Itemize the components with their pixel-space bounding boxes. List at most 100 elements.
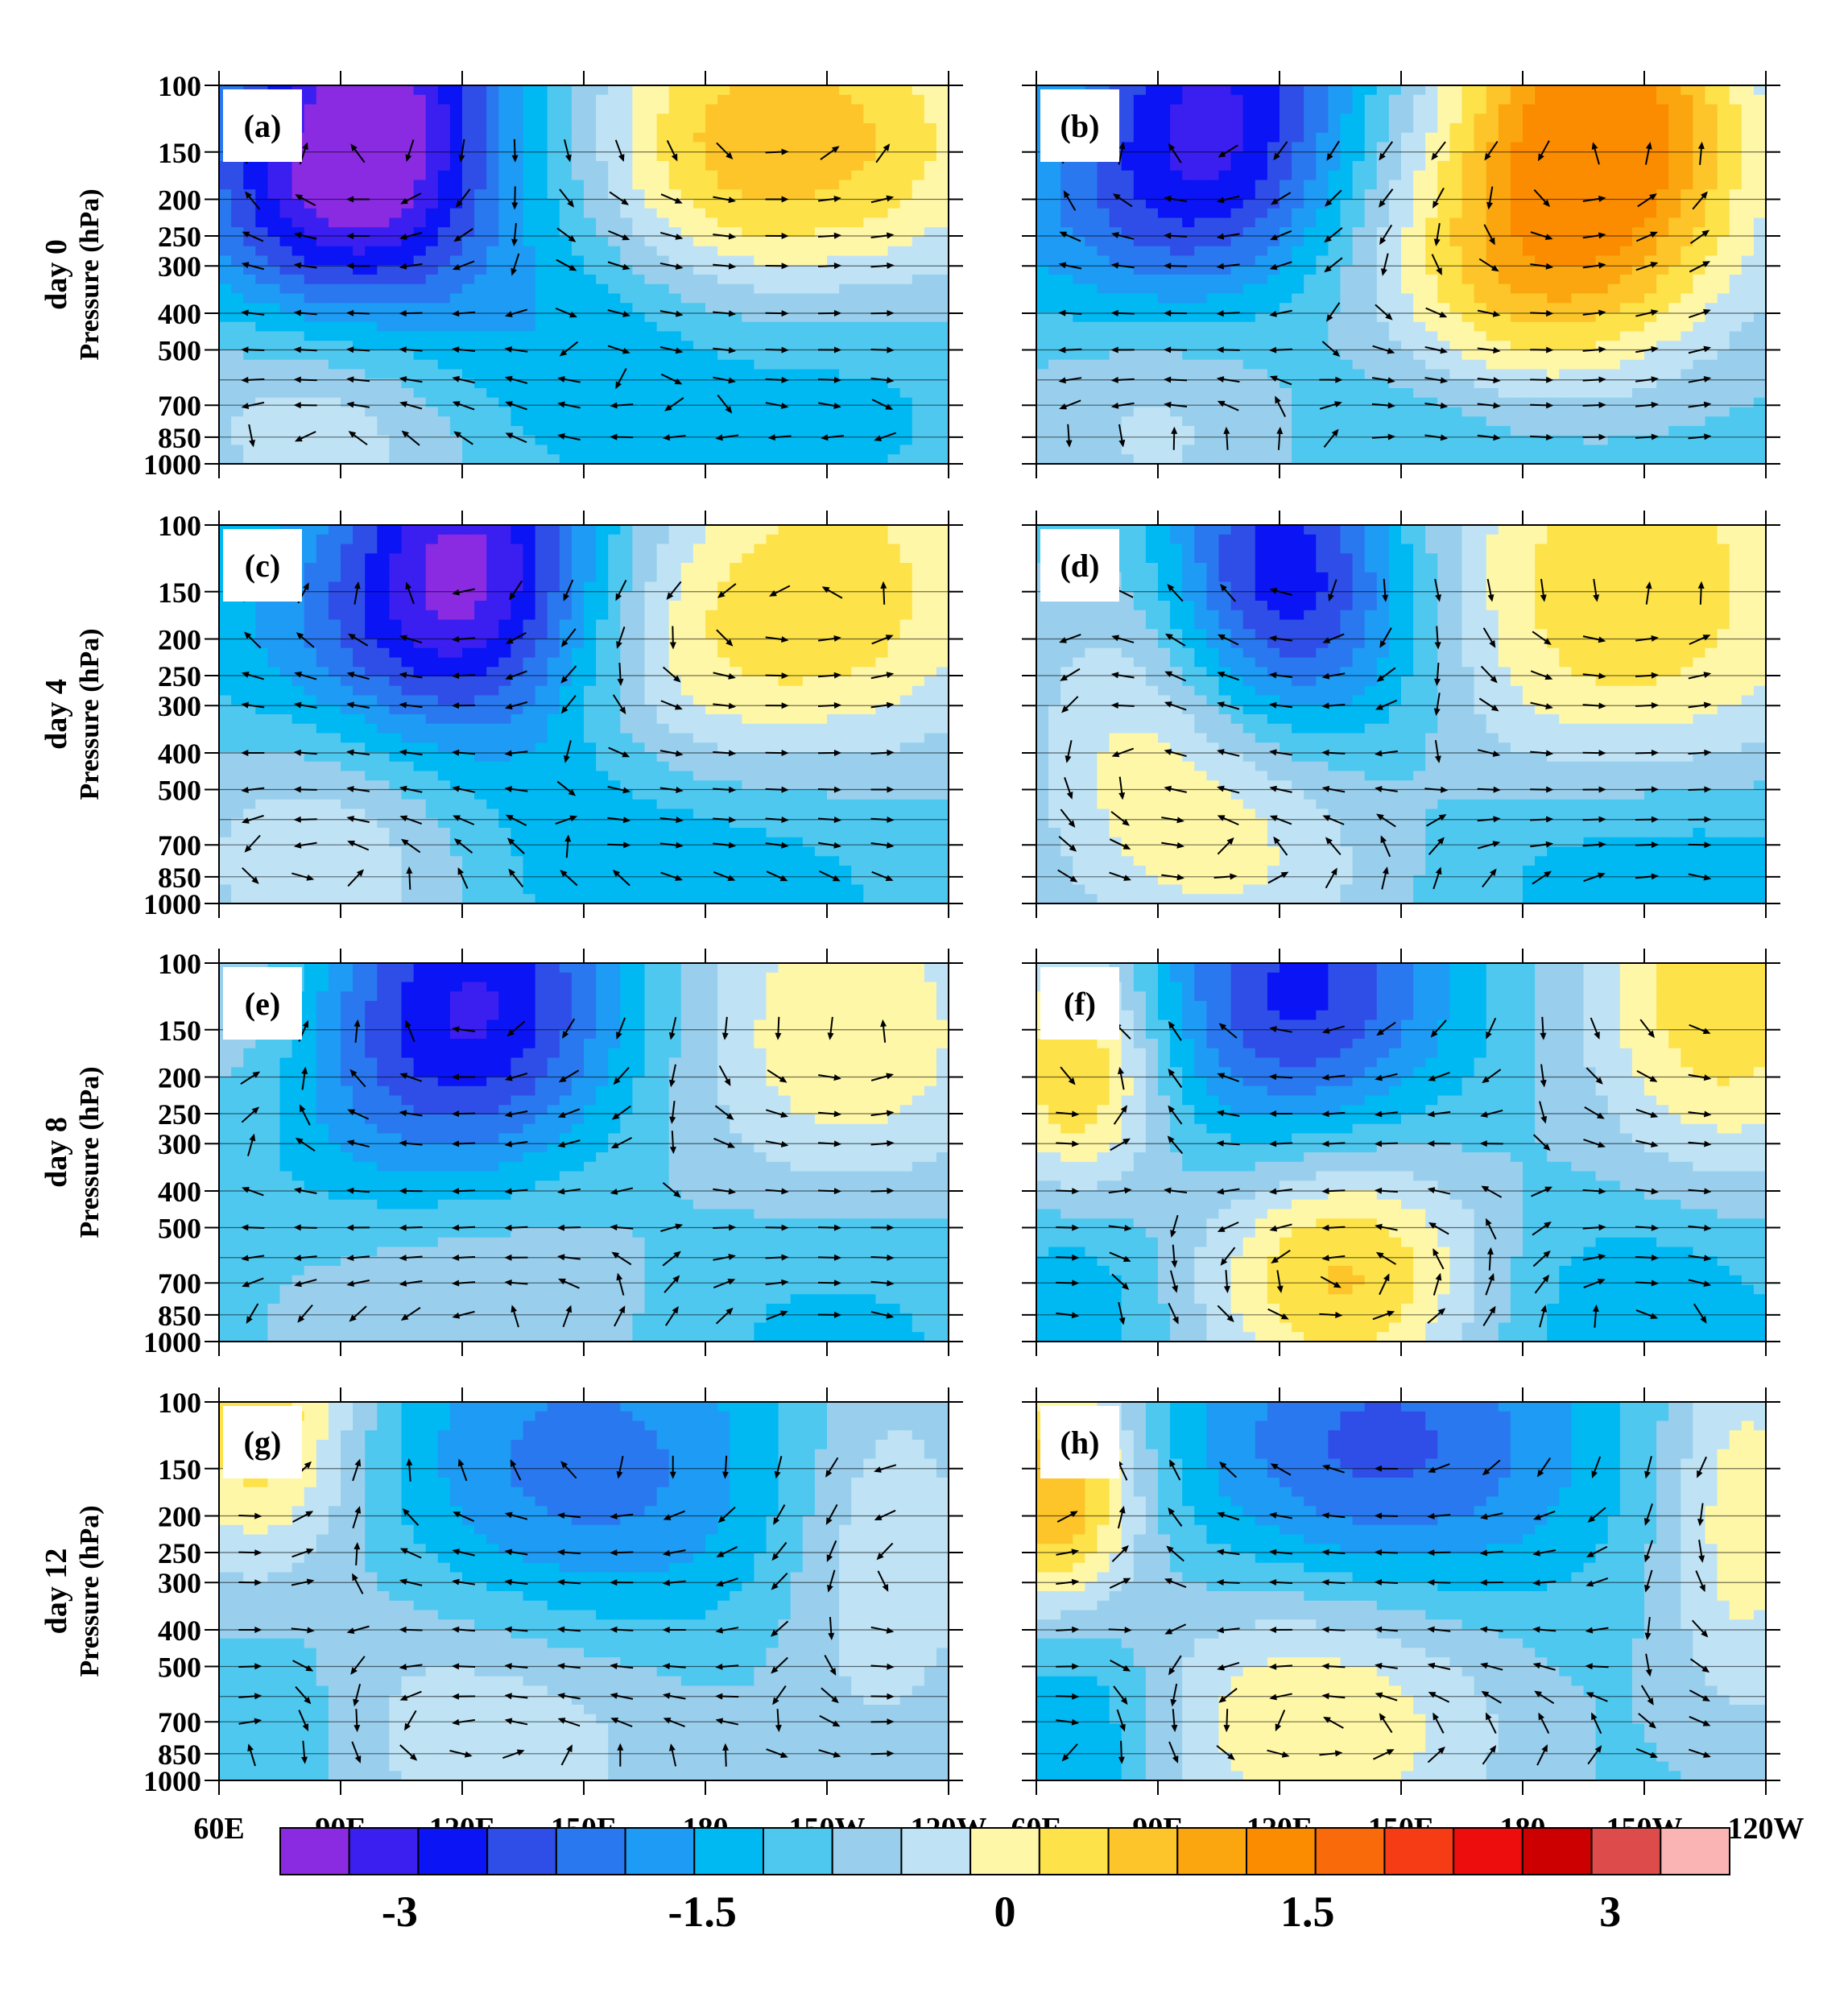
wind-arrow [1635,701,1660,709]
wind-arrow [1060,1066,1078,1088]
wind-arrow [1060,188,1077,211]
wind-arrow [1059,696,1079,716]
wind-arrow [1268,1548,1293,1556]
wind-arrow [1635,1188,1660,1196]
wind-arrow [608,229,631,243]
wind-arrow [1164,1133,1184,1155]
wind-arrow [826,1016,834,1041]
wind-arrow [1215,1509,1240,1521]
wind-arrow [1635,229,1660,242]
wind-arrow [1217,835,1237,855]
wind-arrow [662,1248,684,1267]
wind-arrow [1590,141,1600,165]
colorbar-swatch [1590,1827,1662,1875]
wind-arrow [556,374,581,383]
wind-arrow [293,376,317,383]
wind-arrow [238,1692,263,1700]
wind-arrow [870,816,895,824]
y-tick-label: 300 [158,1567,201,1599]
wind-arrow [767,434,792,441]
wind-arrow [1374,1073,1398,1083]
wind-arrow [817,1311,842,1318]
wind-arrow [870,1626,895,1635]
wind-arrow [823,1503,838,1527]
wind-arrow [1218,581,1236,602]
wind-arrow [556,1224,581,1231]
wind-arrow [1165,1066,1183,1089]
colorbar: -3 -1.5 0 1.5 3 [279,1827,1731,1936]
wind-arrow [870,1187,895,1194]
wind-arrow [451,1508,475,1522]
y-tick-label: 300 [158,250,201,283]
wind-arrow [451,1625,476,1633]
wind-arrow [455,1458,468,1482]
wind-arrow [1109,1575,1133,1589]
wind-arrow [870,841,895,850]
wind-arrow [293,786,317,793]
wind-arrow [870,1718,895,1726]
wind-arrow [1163,1623,1187,1638]
wind-arrow [451,702,476,709]
wind-arrow [1268,1578,1293,1586]
wind-arrow [1635,634,1660,642]
wind-arrow [402,1019,415,1042]
wind-arrow [1427,1305,1448,1324]
wind-arrow [353,1541,361,1566]
wind-arrow [870,1254,895,1262]
wind-arrow [504,1625,528,1633]
wind-arrow [817,1254,842,1261]
wind-arrow [1164,1543,1184,1562]
wind-arrow [871,399,895,413]
wind-arrow [1635,1224,1660,1232]
wind-arrow [346,1305,367,1325]
wind-arrow [1058,346,1082,354]
wind-arrow [1108,1186,1133,1194]
wind-arrow [1216,195,1240,205]
wind-arrow [1693,1303,1710,1325]
wind-arrow [1268,1460,1292,1476]
wind-arrow [240,701,265,709]
wind-arrow [349,1571,364,1594]
wind-arrow [669,1455,676,1479]
wind-arrow [770,1504,786,1527]
wind-arrow [610,402,634,410]
wind-arrow [879,581,887,605]
wind-arrow [1645,581,1653,605]
wind-arrow [1477,309,1502,319]
wind-arrow [1477,815,1502,823]
wind-arrow [1479,1109,1503,1120]
wind-arrow [1478,697,1501,714]
wind-arrow [1324,140,1340,163]
wind-arrow [1321,812,1345,825]
wind-arrow [1583,1139,1607,1151]
wind-arrow [659,346,684,356]
wind-arrow [1582,672,1606,680]
wind-arrow [669,626,677,650]
wind-arrow [291,872,316,883]
wind-arrow [1532,1660,1556,1671]
wind-arrow [713,1276,737,1288]
wind-arrow [1530,263,1554,271]
panel-label: (c) [223,529,302,602]
streamlines [1036,578,1766,890]
y-tick-label: 1000 [143,449,201,481]
wind-arrow [241,346,265,354]
wind-arrow [713,1188,737,1196]
wind-arrow [293,230,317,240]
wind-arrow [1321,257,1343,275]
wind-arrow [1427,1512,1451,1520]
wind-arrow [1582,261,1607,269]
wind-arrow [769,1685,787,1707]
wind-arrow [503,374,528,384]
wind-arrow [1056,1280,1080,1287]
wind-arrow [504,812,527,826]
wind-arrow [1688,1073,1712,1082]
wind-arrow [1689,1658,1712,1676]
wind-arrow [870,231,895,239]
wind-arrow [1058,668,1081,684]
wind-arrow [346,428,368,446]
wind-arrow [1057,399,1081,412]
wind-arrow [818,1749,842,1760]
wind-arrow [1321,749,1346,756]
colorbar-swatch [969,1827,1040,1875]
